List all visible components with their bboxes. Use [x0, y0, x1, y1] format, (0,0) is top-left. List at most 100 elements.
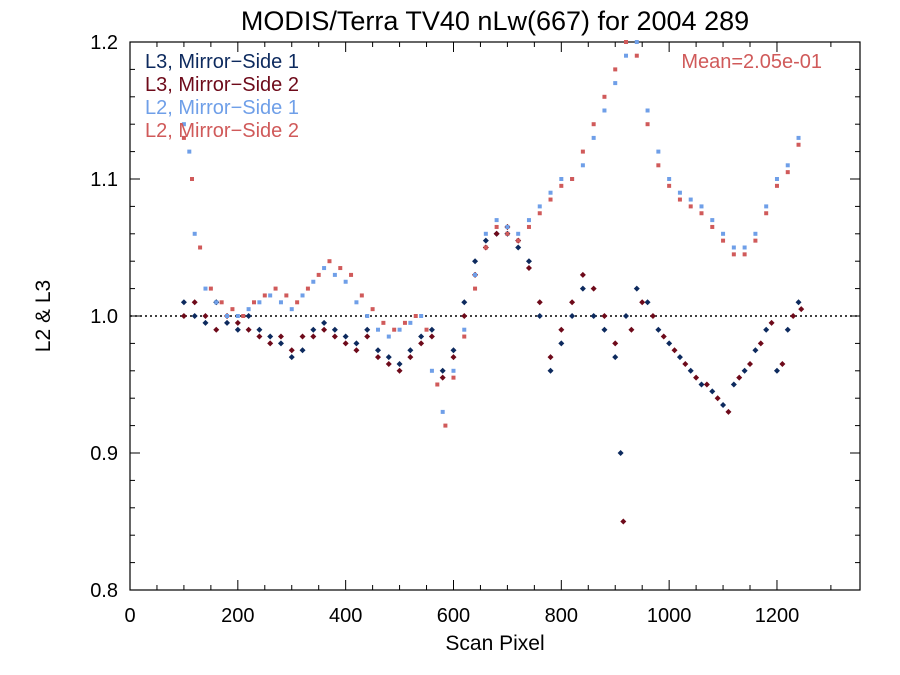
- data-point: [590, 285, 597, 292]
- data-point: [321, 326, 328, 333]
- data-point: [590, 313, 597, 319]
- data-point: [623, 313, 630, 319]
- data-point: [601, 326, 608, 333]
- data-point: [300, 293, 305, 298]
- data-point: [579, 271, 586, 278]
- data-point: [773, 367, 780, 374]
- x-tick-label: 800: [545, 605, 578, 627]
- data-point: [224, 319, 231, 326]
- y-axis: 0.8 0.9 1.0 1.1 1.2: [90, 32, 860, 602]
- data-point: [192, 231, 197, 236]
- data-point: [644, 299, 651, 306]
- data-point: [747, 360, 754, 367]
- data-point: [602, 94, 607, 99]
- y-tick-label: 1.0: [90, 306, 118, 328]
- data-point: [316, 272, 321, 277]
- data-point: [202, 319, 209, 326]
- data-point: [660, 333, 667, 340]
- data-point: [299, 333, 306, 340]
- data-point: [774, 183, 779, 188]
- data-point: [569, 299, 576, 306]
- data-point: [548, 190, 553, 195]
- data-point: [256, 326, 263, 333]
- data-point: [234, 319, 241, 326]
- data-point: [462, 327, 467, 332]
- data-point: [353, 347, 360, 354]
- data-point: [667, 177, 672, 181]
- data-point: [418, 333, 425, 340]
- data-point: [494, 224, 499, 229]
- data-point: [731, 252, 736, 257]
- data-point: [277, 340, 284, 347]
- data-point: [757, 340, 764, 347]
- data-point: [364, 333, 371, 340]
- data-point: [580, 149, 585, 154]
- data-point: [439, 367, 446, 374]
- data-point: [230, 307, 235, 312]
- data-point: [785, 170, 790, 175]
- data-point: [327, 259, 332, 264]
- data-point: [698, 381, 705, 388]
- data-point: [257, 300, 262, 305]
- data-point: [764, 211, 769, 216]
- data-point: [536, 299, 543, 306]
- data-point: [473, 272, 478, 277]
- data-point: [359, 293, 364, 298]
- data-point: [364, 326, 371, 333]
- data-point: [198, 245, 203, 250]
- data-point: [525, 258, 532, 265]
- data-point: [310, 326, 317, 333]
- data-point: [402, 320, 407, 325]
- data-point: [591, 135, 596, 140]
- data-point: [687, 367, 694, 374]
- data-point: [548, 197, 553, 202]
- data-point: [774, 177, 779, 181]
- chart-title: MODIS/Terra TV40 nLw(667) for 2004 289: [241, 6, 749, 36]
- data-point: [710, 218, 715, 223]
- data-point: [419, 314, 424, 318]
- data-point: [633, 285, 640, 292]
- data-point: [742, 252, 747, 257]
- data-point: [526, 224, 531, 229]
- data-point: [268, 293, 273, 298]
- data-point: [256, 333, 263, 340]
- data-point: [602, 108, 607, 113]
- data-point: [559, 177, 564, 181]
- data-point: [559, 183, 564, 188]
- data-point: [677, 197, 682, 202]
- data-point: [375, 347, 382, 354]
- data-point: [649, 313, 656, 319]
- data-point: [428, 326, 435, 333]
- data-point: [730, 381, 737, 388]
- data-point: [796, 135, 801, 140]
- data-point: [396, 360, 403, 367]
- data-point: [505, 224, 510, 229]
- x-tick-label: 600: [437, 605, 470, 627]
- data-point: [547, 367, 554, 374]
- data-point: [591, 122, 596, 127]
- data-point: [710, 224, 715, 229]
- data-point: [645, 108, 650, 113]
- data-point: [753, 231, 758, 236]
- data-point: [213, 326, 220, 333]
- data-point: [235, 314, 240, 318]
- data-point: [709, 388, 716, 395]
- data-point: [699, 211, 704, 216]
- data-point: [779, 360, 786, 367]
- data-point: [796, 142, 801, 147]
- data-point: [536, 313, 543, 319]
- data-point: [180, 299, 187, 306]
- data-point: [736, 374, 743, 381]
- data-point: [450, 347, 457, 354]
- mean-annotation: Mean=2.05e-01: [681, 51, 822, 73]
- data-point: [742, 245, 747, 250]
- data-point: [667, 183, 672, 188]
- data-point: [343, 279, 348, 284]
- data-point: [407, 354, 414, 361]
- data-point: [443, 423, 448, 428]
- x-tick-label: 1000: [647, 605, 692, 627]
- data-point: [284, 293, 289, 298]
- data-point: [725, 408, 732, 415]
- data-point: [273, 286, 278, 291]
